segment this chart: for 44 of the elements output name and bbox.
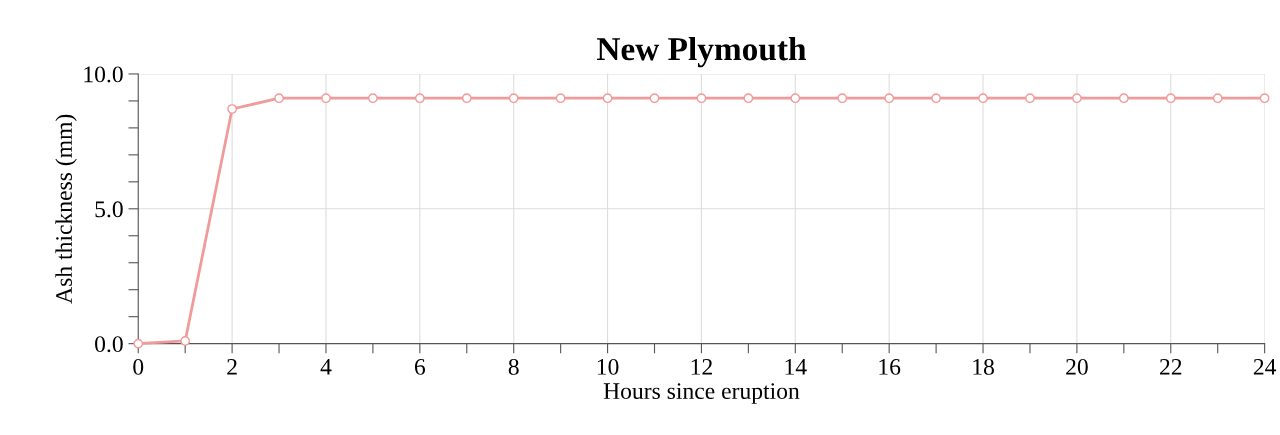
x-tick-label: 20: [1066, 358, 1088, 375]
x-tick-label: 16: [879, 358, 901, 375]
point: [978, 93, 988, 104]
point: [649, 93, 660, 104]
point: [1072, 93, 1082, 104]
y-tick-label: 5.0: [95, 201, 123, 218]
point: [931, 93, 941, 104]
point: [274, 93, 284, 104]
x-tick-label: 8: [508, 358, 519, 375]
point: [884, 93, 895, 104]
x-tick-label: 4: [320, 359, 332, 375]
point: [227, 104, 237, 114]
chart-title: New Plymouth: [596, 36, 807, 68]
x-tick-label: 2: [227, 358, 237, 375]
x-tick-label: 22: [1160, 358, 1182, 375]
point: [368, 93, 378, 104]
y-tick-label: 0.0: [95, 336, 123, 353]
x-tick-label: 14: [785, 359, 807, 375]
x-tick-label: 12: [691, 358, 712, 375]
point: [743, 93, 754, 104]
x-tick-label: 6: [414, 358, 426, 375]
point: [461, 93, 472, 104]
x-tick-label: 10: [597, 358, 619, 375]
point: [1118, 93, 1129, 104]
x-tick-label: 18: [973, 358, 994, 375]
x-tick-label: 24: [1253, 358, 1277, 375]
x-axis-title: Hours since eruption: [603, 383, 800, 404]
point: [1212, 93, 1223, 104]
x-tick-label: 0: [133, 358, 144, 375]
y-axis-title: Ash thickness (mm): [55, 114, 77, 304]
point: [1025, 93, 1035, 104]
point: [414, 93, 425, 104]
point: [696, 93, 707, 104]
point: [180, 336, 191, 346]
point: [602, 93, 613, 104]
point: [555, 93, 566, 104]
point: [1165, 93, 1176, 104]
point: [1259, 93, 1270, 104]
point: [790, 93, 801, 104]
point: [837, 93, 848, 104]
point: [321, 93, 331, 104]
point: [508, 93, 519, 104]
point: [133, 338, 144, 349]
y-tick-label: 10.0: [84, 66, 123, 83]
